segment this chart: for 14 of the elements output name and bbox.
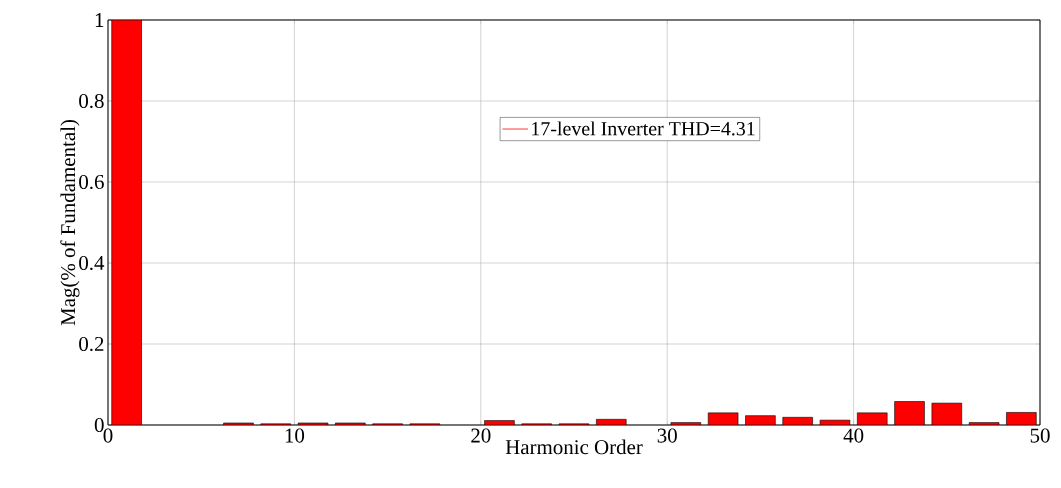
- x-tick-label: 20: [471, 428, 491, 443]
- legend-label: 17-level Inverter THD=4.31: [532, 121, 755, 136]
- x-tick-label: 50: [1030, 428, 1050, 443]
- x-tick-label: 10: [285, 428, 305, 443]
- x-axis-title: Harmonic Order: [505, 439, 643, 455]
- x-tick-label: 40: [843, 428, 864, 443]
- y-tick-label: 0.6: [79, 174, 104, 190]
- y-tick-label: 0.8: [79, 93, 104, 109]
- y-tick-label: 0: [94, 417, 104, 433]
- y-tick-label: 1: [95, 13, 104, 27]
- y-axis-title: Mag(% of Fundamental): [60, 120, 80, 326]
- y-tick-label: 0.2: [79, 336, 104, 352]
- x-tick-label: 30: [657, 428, 677, 443]
- y-tick-label: 0.4: [79, 255, 105, 271]
